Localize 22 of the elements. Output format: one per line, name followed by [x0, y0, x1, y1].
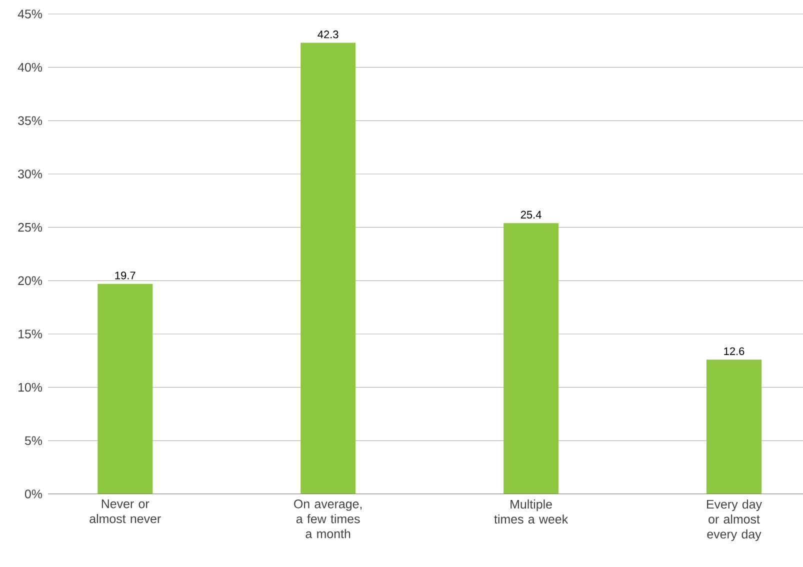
y-tick-label: 25%: [18, 222, 42, 232]
bar: [300, 42, 356, 494]
y-tick-label: 45%: [18, 10, 42, 18]
y-tick-label: 15%: [18, 330, 42, 338]
y-tick-label: 10%: [18, 382, 42, 392]
data-label: 42.3: [318, 30, 338, 38]
y-tick-label: 0%: [24, 490, 42, 498]
bar: [98, 284, 153, 494]
bar: [706, 360, 762, 494]
y-tick-label: 40%: [18, 62, 42, 72]
x-tick-label: Multiple times a week: [494, 500, 568, 524]
y-tick-label: 5%: [24, 436, 42, 446]
x-tick-label: Every day or almost every day: [706, 500, 762, 541]
x-tick-label: On average, a few times a month: [294, 500, 362, 538]
data-label: 12.6: [724, 347, 744, 356]
y-tick-label: 35%: [18, 116, 42, 126]
data-label: 19.7: [115, 272, 136, 280]
y-tick-label: 20%: [18, 276, 42, 286]
x-tick-label: Never or almost never: [90, 500, 161, 524]
data-label: 25.4: [520, 210, 542, 219]
bar: [504, 223, 559, 494]
y-tick-label: 30%: [18, 170, 42, 178]
